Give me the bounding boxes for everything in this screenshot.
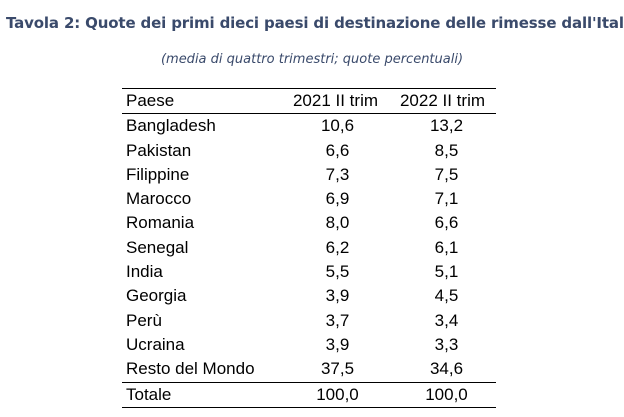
value-2022-cell: 34,6 — [429, 359, 464, 379]
value-2021-cell: 6,2 — [325, 237, 350, 257]
value-2021-cell: 8,0 — [325, 213, 350, 233]
total-label: Totale — [126, 384, 172, 404]
value-2021-cell: 7,3 — [325, 164, 350, 184]
table-row: Marocco 6,9 7,1 — [122, 187, 496, 211]
table-row: Filippine 7,3 7,5 — [122, 163, 496, 187]
remittances-table: Paese 2021 II trim 2022 II trim Banglade… — [122, 88, 496, 408]
header-country: Paese — [126, 91, 175, 110]
table-row: Perù 3,7 3,4 — [122, 309, 496, 333]
value-2022-cell: 6,6 — [434, 213, 459, 233]
value-2022-cell: 4,5 — [434, 286, 459, 306]
table-title: Tavola 2: Quote dei primi dieci paesi di… — [6, 14, 624, 32]
value-2022-cell: 3,4 — [434, 310, 459, 330]
table-row: Bangladesh 10,6 13,2 — [122, 114, 496, 139]
country-cell: Ucraina — [126, 334, 185, 354]
total-2022: 100,0 — [425, 384, 468, 404]
table-row: Resto del Mondo 37,5 34,6 — [122, 357, 496, 382]
table-row: Pakistan 6,6 8,5 — [122, 139, 496, 163]
country-cell: India — [126, 262, 163, 282]
value-2021-cell: 37,5 — [320, 359, 355, 379]
table-row: India 5,5 5,1 — [122, 260, 496, 284]
value-2022-cell: 7,1 — [434, 189, 459, 209]
header-2022: 2022 II trim — [399, 91, 486, 110]
value-2021-cell: 5,5 — [325, 262, 350, 282]
country-cell: Bangladesh — [126, 116, 216, 136]
value-2021-cell: 3,9 — [325, 286, 350, 306]
table-subtitle: (media di quattro trimestri; quote perce… — [160, 52, 464, 67]
value-2021-cell: 3,9 — [325, 334, 350, 354]
country-cell: Filippine — [126, 164, 190, 184]
country-cell: Senegal — [126, 237, 189, 257]
country-cell: Pakistan — [126, 140, 192, 160]
value-2022-cell: 5,1 — [434, 262, 459, 282]
total-2021: 100,0 — [316, 384, 359, 404]
value-2022-cell: 13,2 — [429, 116, 464, 136]
value-2022-cell: 6,1 — [434, 237, 459, 257]
table-header-row: Paese 2021 II trim 2022 II trim — [122, 88, 496, 114]
country-cell: Perù — [126, 310, 162, 330]
value-2022-cell: 8,5 — [434, 140, 459, 160]
table-row: Romania 8,0 6,6 — [122, 211, 496, 235]
header-2021: 2021 II trim — [292, 91, 379, 110]
value-2022-cell: 3,3 — [434, 334, 459, 354]
country-cell: Resto del Mondo — [126, 359, 255, 379]
table-row: Senegal 6,2 6,1 — [122, 236, 496, 260]
value-2021-cell: 6,6 — [325, 140, 350, 160]
country-cell: Romania — [126, 213, 195, 233]
value-2022-cell: 7,5 — [434, 164, 459, 184]
table-total-row: Totale 100,0 100,0 — [122, 382, 496, 408]
table-row: Ucraina 3,9 3,3 — [122, 333, 496, 357]
value-2021-cell: 10,6 — [320, 116, 355, 136]
value-2021-cell: 6,9 — [325, 189, 350, 209]
value-2021-cell: 3,7 — [325, 310, 350, 330]
country-cell: Marocco — [126, 189, 192, 209]
table-row: Georgia 3,9 4,5 — [122, 284, 496, 308]
country-cell: Georgia — [126, 286, 187, 306]
